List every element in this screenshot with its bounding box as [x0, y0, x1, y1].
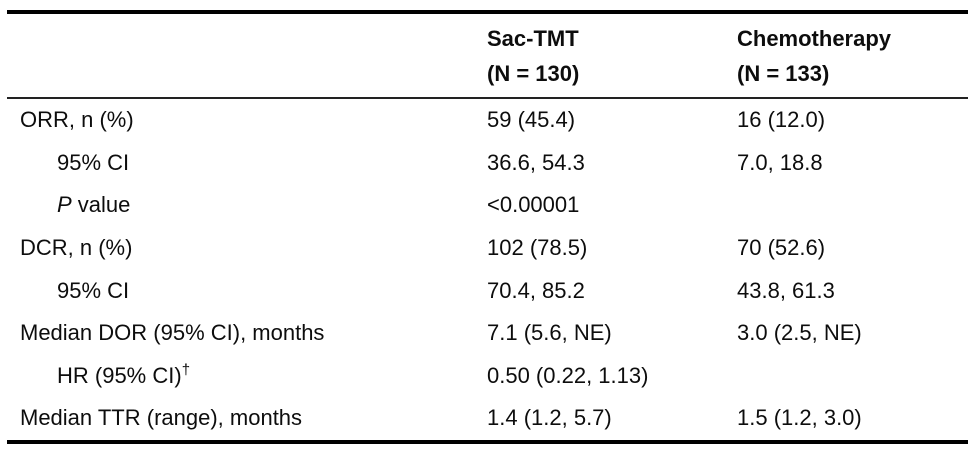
chemotherapy-value: 3.0 (2.5, NE): [737, 320, 862, 346]
row-label: HR (95% CI)†: [7, 361, 487, 388]
row-label-text: Median TTR (range), months: [20, 405, 303, 431]
table-top-rule: [7, 10, 968, 14]
row-label: DCR, n (%): [7, 237, 487, 259]
table-row-median-ttr: Median TTR (range), months 1.4 (1.2, 5.7…: [7, 397, 968, 440]
row-label: 95% CI: [7, 149, 487, 175]
table-row-orr-ci: 95% CI 36.6, 54.3 7.0, 18.8: [7, 142, 968, 185]
header-chemotherapy: Chemotherapy (N = 133): [737, 14, 968, 97]
sac-tmt-value: <0.00001: [487, 192, 580, 218]
chemotherapy-value: 70 (52.6): [737, 235, 826, 261]
chemotherapy-value: 43.8, 61.3: [737, 277, 835, 303]
table-row-dcr: DCR, n (%) 102 (78.5) 70 (52.6): [7, 227, 968, 270]
header-separator-rule: [7, 97, 968, 99]
sac-tmt-value: 1.4 (1.2, 5.7): [487, 405, 612, 431]
table-row-orr: ORR, n (%) 59 (45.4) 16 (12.0): [7, 99, 968, 142]
row-label: 95% CI: [7, 277, 487, 303]
dagger-footnote-marker: †: [181, 361, 191, 379]
row-label-text: ORR, n (%): [20, 107, 134, 133]
results-table: Sac-TMT (N = 130) Chemotherapy (N = 133)…: [7, 10, 968, 444]
chemotherapy-value: 16 (12.0): [737, 107, 826, 133]
sac-tmt-value: 7.1 (5.6, NE): [487, 320, 612, 346]
row-label-italic-p: P: [57, 192, 72, 218]
row-label: ORR, n (%): [7, 109, 487, 131]
table-bottom-rule: [7, 439, 968, 444]
sac-tmt-value: 59 (45.4): [487, 107, 576, 133]
table-row-hr: HR (95% CI)† 0.50 (0.22, 1.13): [7, 355, 968, 398]
sac-tmt-value: 0.50 (0.22, 1.13): [487, 362, 649, 388]
chemotherapy-name: Chemotherapy: [737, 26, 892, 52]
sac-tmt-n: (N = 130): [487, 60, 580, 86]
table-row-p-value: P value <0.00001: [7, 184, 968, 227]
row-label-text: value: [71, 192, 131, 218]
chemotherapy-value: 7.0, 18.8: [737, 149, 823, 175]
row-label-text: HR (95% CI): [57, 362, 182, 388]
row-label-text: DCR, n (%): [20, 235, 133, 261]
header-sac-tmt: Sac-TMT (N = 130): [487, 14, 737, 97]
row-label-text: 95% CI: [57, 149, 130, 175]
table-row-dcr-ci: 95% CI 70.4, 85.2 43.8, 61.3: [7, 269, 968, 312]
row-label: Median TTR (range), months: [7, 407, 487, 429]
row-label: Median DOR (95% CI), months: [7, 322, 487, 344]
sac-tmt-value: 70.4, 85.2: [487, 277, 585, 303]
chemotherapy-value: 1.5 (1.2, 3.0): [737, 405, 862, 431]
table-row-median-dor: Median DOR (95% CI), months 7.1 (5.6, NE…: [7, 312, 968, 355]
table-header-row: Sac-TMT (N = 130) Chemotherapy (N = 133): [7, 14, 968, 97]
sac-tmt-value: 102 (78.5): [487, 235, 588, 261]
chemotherapy-n: (N = 133): [737, 60, 830, 86]
row-label-text: Median DOR (95% CI), months: [20, 320, 325, 346]
row-label: P value: [7, 194, 487, 216]
sac-tmt-value: 36.6, 54.3: [487, 149, 585, 175]
header-empty-cell: [7, 14, 487, 97]
row-label-text: 95% CI: [57, 277, 130, 303]
sac-tmt-name: Sac-TMT: [487, 26, 579, 52]
